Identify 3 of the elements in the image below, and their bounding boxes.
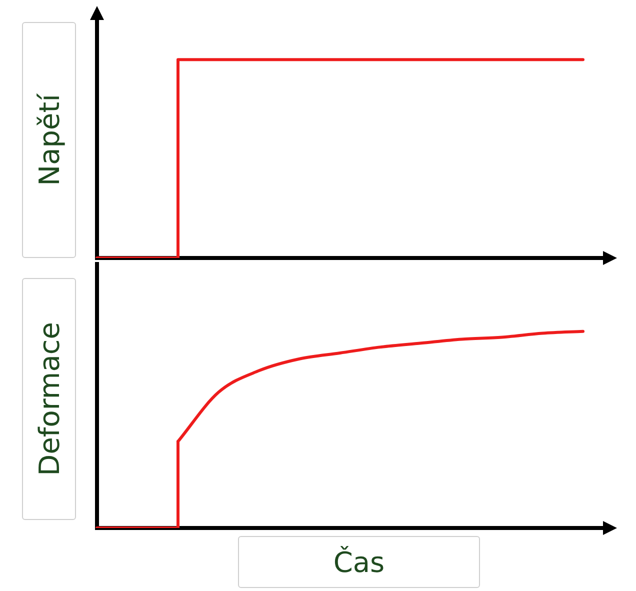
x-axis-title: Čas — [238, 536, 480, 588]
y-axis-title: Deformace — [32, 322, 66, 476]
y-axis-title: Napětí — [32, 94, 66, 186]
